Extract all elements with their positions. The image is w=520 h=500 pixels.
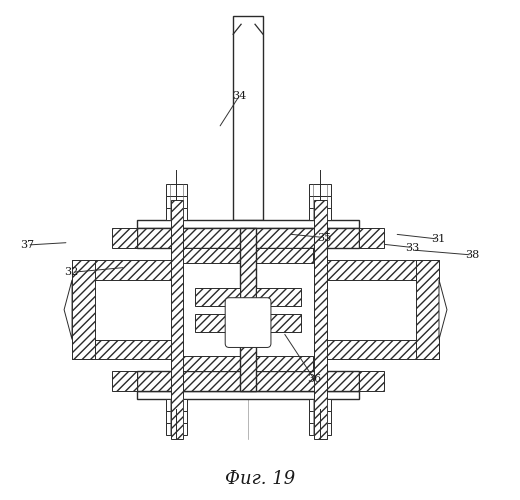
Bar: [309, 411, 331, 423]
Bar: [183, 248, 313, 263]
Bar: [165, 399, 187, 411]
Bar: [359, 228, 384, 248]
Text: 37: 37: [20, 240, 34, 250]
Text: 34: 34: [232, 91, 246, 101]
Bar: [314, 200, 327, 439]
Bar: [112, 372, 137, 391]
Bar: [314, 340, 439, 359]
Bar: [196, 288, 240, 306]
Text: Фиг. 19: Фиг. 19: [225, 470, 295, 488]
Bar: [233, 16, 263, 220]
Bar: [240, 228, 256, 391]
Text: 38: 38: [465, 250, 479, 260]
Bar: [165, 208, 187, 220]
Bar: [309, 196, 331, 208]
Bar: [309, 184, 331, 196]
Bar: [183, 356, 313, 372]
Bar: [165, 423, 187, 435]
Bar: [171, 200, 184, 439]
Bar: [309, 399, 331, 411]
Bar: [72, 260, 95, 360]
Bar: [416, 260, 439, 360]
FancyBboxPatch shape: [225, 298, 271, 348]
Bar: [165, 411, 187, 423]
Bar: [309, 208, 331, 220]
Text: 36: 36: [307, 374, 321, 384]
Bar: [137, 391, 359, 399]
Bar: [256, 288, 301, 306]
Bar: [165, 196, 187, 208]
Bar: [137, 220, 359, 228]
Bar: [72, 260, 183, 280]
Bar: [137, 228, 359, 248]
Bar: [72, 340, 183, 359]
Text: 35: 35: [318, 232, 332, 242]
Bar: [112, 228, 137, 248]
Bar: [196, 314, 240, 332]
Text: 32: 32: [64, 268, 79, 278]
Polygon shape: [64, 280, 72, 340]
Bar: [314, 260, 439, 280]
Bar: [165, 184, 187, 196]
Bar: [256, 314, 301, 332]
Text: 33: 33: [406, 242, 420, 252]
Bar: [137, 372, 359, 391]
Polygon shape: [439, 280, 447, 340]
Text: 31: 31: [431, 234, 446, 244]
Bar: [359, 372, 384, 391]
Bar: [309, 423, 331, 435]
